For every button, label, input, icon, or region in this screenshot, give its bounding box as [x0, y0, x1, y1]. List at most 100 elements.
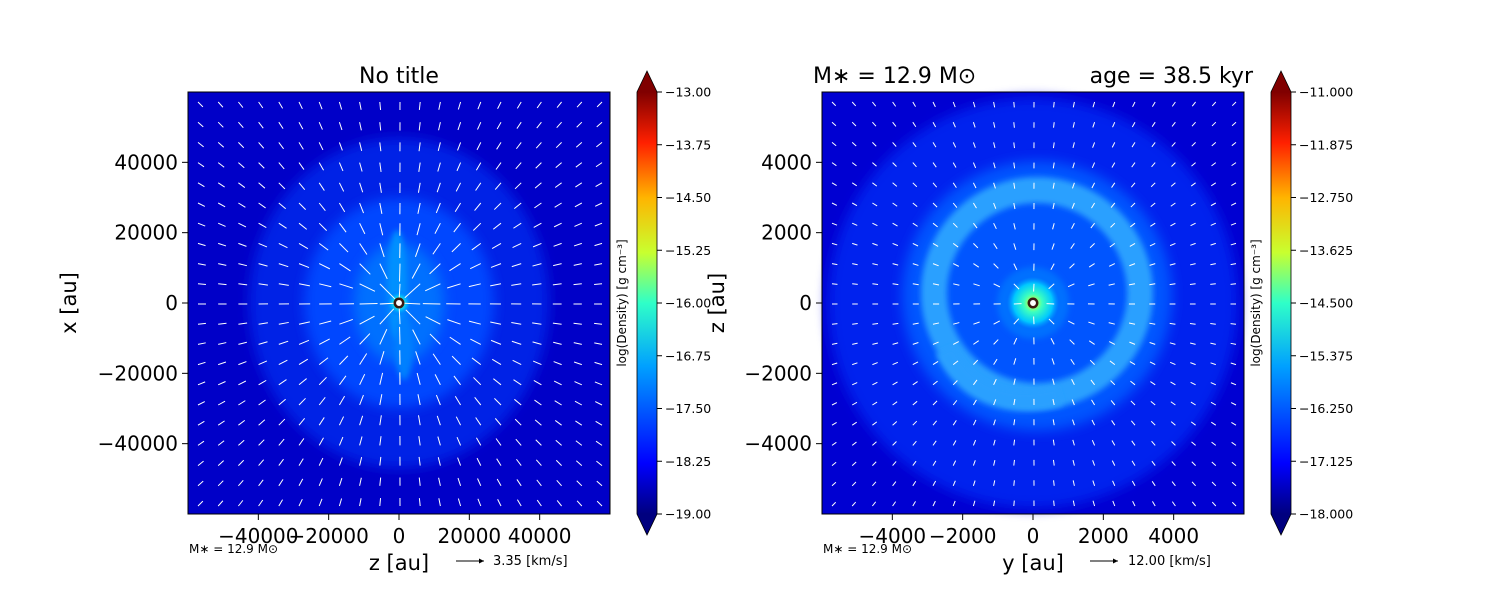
velocity-arrow	[932, 283, 940, 286]
velocity-arrow	[932, 182, 938, 188]
velocity-arrow	[379, 436, 382, 446]
velocity-arrow	[535, 162, 542, 169]
velocity-arrow	[238, 459, 245, 466]
velocity-arrow	[339, 283, 354, 289]
velocity-arrow	[1211, 481, 1217, 487]
velocity-arrow	[993, 263, 999, 269]
velocity-arrow	[993, 101, 996, 108]
velocity-arrow	[298, 458, 304, 466]
velocity-arrow	[435, 394, 441, 406]
velocity-arrow	[379, 243, 385, 258]
velocity-arrow	[477, 101, 482, 110]
velocity-arrow	[477, 478, 482, 487]
velocity-arrow	[1048, 318, 1055, 325]
velocity-arrow	[536, 479, 542, 487]
velocity-arrow	[1231, 501, 1237, 507]
velocity-arrow	[594, 263, 603, 266]
velocity-arrow	[1091, 162, 1096, 169]
velocity-arrow	[1090, 379, 1095, 386]
velocity-arrow	[1151, 142, 1156, 148]
left-y-tick-label: 40000	[114, 150, 178, 174]
velocity-arrow	[534, 399, 542, 406]
velocity-arrow	[575, 440, 583, 446]
velocity-arrow	[298, 438, 305, 446]
velocity-arrow	[831, 323, 838, 325]
velocity-arrow	[912, 162, 917, 168]
velocity-arrow	[432, 243, 441, 255]
velocity-arrow	[973, 321, 980, 325]
velocity-arrow	[1013, 101, 1015, 108]
velocity-arrow	[1088, 340, 1095, 345]
velocity-arrow	[298, 121, 304, 130]
velocity-arrow	[434, 222, 441, 234]
velocity-arrow	[594, 322, 603, 325]
velocity-arrow	[892, 461, 897, 466]
velocity-arrow	[573, 342, 582, 345]
velocity-arrow	[258, 263, 268, 267]
velocity-arrow	[1108, 263, 1116, 267]
right-y-tick-label: 2000	[761, 221, 812, 245]
velocity-arrow	[338, 162, 344, 172]
velocity-arrow	[197, 440, 205, 446]
velocity-arrow	[359, 162, 363, 172]
velocity-arrow	[258, 283, 268, 286]
velocity-arrow	[451, 355, 461, 365]
velocity-arrow	[851, 182, 858, 187]
velocity-arrow	[932, 361, 939, 366]
velocity-arrow	[872, 162, 877, 167]
velocity-arrow	[1130, 380, 1136, 386]
velocity-arrow	[534, 182, 542, 189]
velocity-arrow	[532, 360, 542, 366]
velocity-arrow	[952, 202, 958, 208]
velocity-arrow	[197, 480, 204, 487]
velocity-arrow	[576, 500, 583, 507]
velocity-arrow	[418, 456, 421, 466]
velocity-arrow	[359, 263, 371, 275]
velocity-arrow	[496, 478, 502, 487]
velocity-arrow	[556, 479, 562, 487]
velocity-arrow	[1149, 361, 1156, 366]
velocity-arrow	[494, 182, 502, 190]
velocity-arrow	[447, 319, 461, 325]
velocity-arrow	[892, 501, 897, 507]
velocity-arrow	[831, 382, 838, 386]
velocity-arrow	[575, 420, 583, 426]
velocity-arrow	[411, 263, 421, 279]
velocity-arrow	[952, 263, 960, 267]
velocity-arrow	[425, 283, 441, 292]
velocity-arrow	[494, 418, 502, 426]
velocity-arrow	[1231, 142, 1237, 147]
velocity-arrow	[1230, 263, 1237, 266]
velocity-arrow	[470, 338, 482, 345]
velocity-arrow	[1189, 283, 1196, 285]
velocity-arrow	[953, 283, 960, 286]
velocity-arrow	[511, 340, 522, 345]
velocity-arrow	[852, 263, 858, 266]
velocity-arrow	[851, 222, 858, 226]
left-vector-key: 3.35 [km/s]	[456, 554, 568, 569]
velocity-arrow	[952, 101, 956, 108]
velocity-arrow	[872, 481, 877, 487]
velocity-arrow	[258, 419, 266, 426]
velocity-arrow	[1190, 242, 1196, 246]
left-colorbar-tick-label: −19.00	[665, 507, 711, 522]
velocity-arrow	[476, 142, 482, 151]
velocity-arrow	[379, 182, 382, 193]
velocity-arrow	[1072, 101, 1075, 108]
velocity-arrow	[447, 283, 461, 289]
velocity-arrow	[238, 242, 247, 247]
velocity-arrow	[892, 401, 898, 406]
velocity-arrow	[973, 359, 979, 365]
velocity-arrow	[1072, 480, 1075, 486]
left-y-tick-label: 0	[165, 291, 178, 315]
velocity-arrow	[258, 459, 265, 466]
velocity-arrow	[932, 121, 937, 128]
velocity-arrow	[359, 415, 364, 426]
velocity-arrow	[278, 321, 289, 325]
velocity-arrow	[973, 263, 980, 268]
velocity-arrow	[471, 357, 482, 365]
left-y-tick-label: 20000	[114, 221, 178, 245]
velocity-arrow	[534, 202, 542, 209]
velocity-arrow	[318, 457, 324, 466]
velocity-arrow	[1112, 500, 1116, 507]
